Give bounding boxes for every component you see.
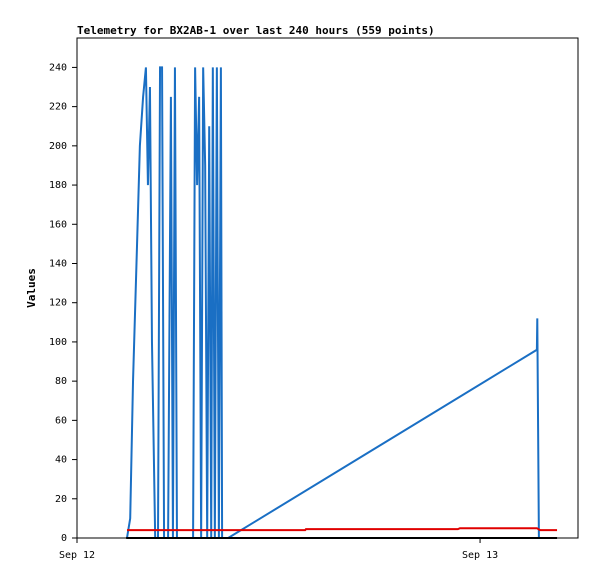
data-line: [125, 66, 540, 539]
y-tick-label: 180: [49, 180, 67, 191]
data-line: [126, 527, 558, 532]
y-tick-label: 20: [55, 494, 67, 505]
x-tick-label: Sep 13: [462, 550, 498, 561]
plot-frame: [76, 37, 579, 539]
y-tick-label: 220: [49, 102, 67, 113]
y-tick-label: 60: [55, 415, 67, 426]
y-tick-label: 140: [49, 258, 67, 269]
y-tick-label: 80: [55, 376, 67, 387]
y-axis-label: Values: [25, 268, 38, 308]
chart-title: Telemetry for BX2AB-1 over last 240 hour…: [77, 24, 435, 37]
y-tick-label: 160: [49, 219, 67, 230]
y-tick-label: 100: [49, 337, 67, 348]
y-tick-label: 40: [55, 455, 67, 466]
y-tick-label: 0: [61, 533, 67, 544]
y-tick-label: 200: [49, 141, 67, 152]
y-tick-label: 120: [49, 298, 67, 309]
x-tick-label: Sep 12: [59, 550, 95, 561]
y-tick-label: 240: [49, 62, 67, 73]
